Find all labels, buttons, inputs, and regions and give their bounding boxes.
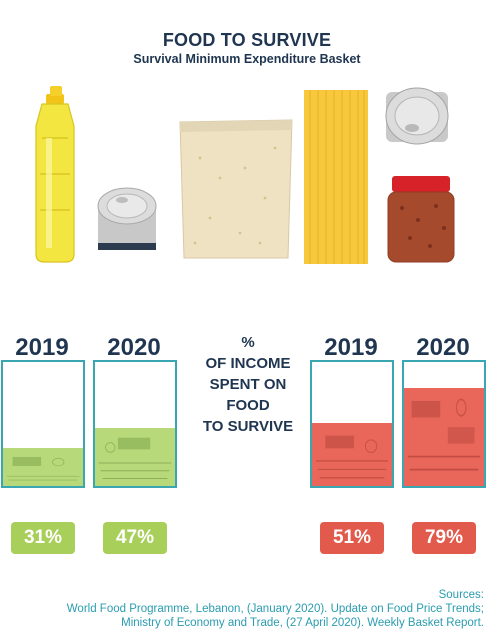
food-basket-illustration xyxy=(35,86,455,264)
banknote-pattern xyxy=(407,398,481,471)
percent-symbol: % xyxy=(241,334,255,351)
label-line-food: FOOD xyxy=(226,397,270,414)
small-can-icon xyxy=(97,187,157,250)
bar-frame-2020-right xyxy=(402,360,486,488)
year-label-2020-left: 2020 xyxy=(107,334,161,361)
oil-bottle-icon xyxy=(35,86,75,263)
rice-bag-icon xyxy=(179,119,293,259)
bar-fill-2019-right xyxy=(312,422,392,486)
page-subtitle: Survival Minimum Expenditure Basket xyxy=(133,52,361,66)
percent-badge-2019-right: 51% xyxy=(320,522,384,554)
year-label-2019-right: 2019 xyxy=(324,334,378,361)
bar-frame-2019-left xyxy=(1,360,85,488)
bar-fill-2020-left xyxy=(95,427,175,486)
percent-badge-2020-right: 79% xyxy=(412,522,476,554)
spaghetti-icon xyxy=(304,90,368,264)
sources-heading: Sources: xyxy=(438,589,484,601)
source-line-ministry: Ministry of Economy and Trade, (27 April… xyxy=(121,617,484,629)
income-food-label: % OF INCOME SPENT ON FOOD TO SURVIVE xyxy=(188,332,308,437)
label-line-of-income: OF INCOME xyxy=(205,355,291,372)
source-line-wfp: World Food Programme, Lebanon, (January … xyxy=(66,603,484,615)
page-title: FOOD TO SURVIVE xyxy=(162,30,332,50)
bar-fill-2020-right xyxy=(404,388,484,486)
percent-badge-2020-left: 47% xyxy=(103,522,167,554)
sources-block: Sources: World Food Programme, Lebanon, … xyxy=(4,588,484,630)
bar-frame-2020-left xyxy=(93,360,177,488)
label-line-to-survive: TO SURVIVE xyxy=(202,418,294,435)
banknote-pattern xyxy=(6,456,80,480)
year-label-2020-right: 2020 xyxy=(416,334,470,361)
banknote-pattern xyxy=(315,435,389,479)
large-can-icon xyxy=(385,87,449,145)
banknote-pattern xyxy=(98,437,172,479)
bar-frame-2019-right xyxy=(310,360,394,488)
lentil-jar-icon xyxy=(387,176,455,263)
percent-badge-2019-left: 31% xyxy=(11,522,75,554)
year-label-2019-left: 2019 xyxy=(15,334,69,361)
bar-fill-2019-left xyxy=(3,447,83,486)
label-line-spent-on: SPENT ON xyxy=(209,376,287,393)
